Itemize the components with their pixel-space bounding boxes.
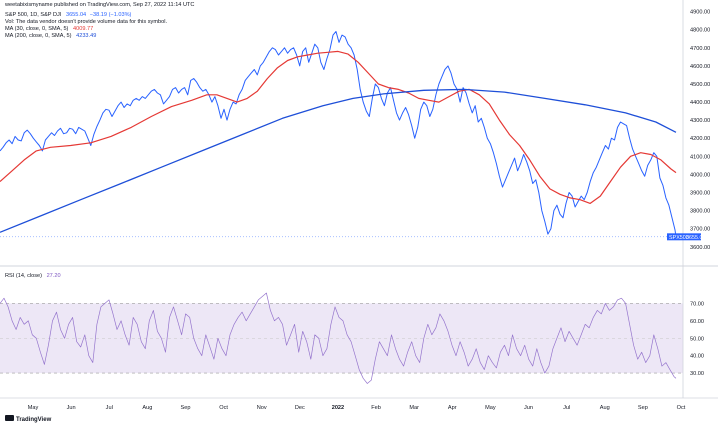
- rsi-tick-label: 60.00: [690, 319, 704, 325]
- time-tick-label: Dec: [295, 405, 305, 411]
- price-tick-label: 3600.00: [690, 245, 710, 251]
- price-tick-label: 4200.00: [690, 136, 710, 142]
- symbol-name: S&P 500, 1D, S&P DJI: [5, 12, 62, 18]
- symbol-change: −38.19 (−1.03%): [89, 12, 132, 18]
- last-price-tag: SPX500 3655.04: [667, 233, 706, 241]
- rsi-tick-label: 30.00: [690, 371, 704, 377]
- symbol-legend[interactable]: S&P 500, 1D, S&P DJI 3655.04 −38.19 (−1.…: [5, 12, 131, 19]
- time-tick-label: 2022: [332, 405, 344, 411]
- time-tick-label: Apr: [448, 405, 457, 411]
- ma200-line[interactable]: [0, 88, 677, 233]
- ma30-legend[interactable]: MA (30, close, 0, SMA, 5) 4009.77: [5, 26, 93, 33]
- price-tick-label: 4500.00: [690, 82, 710, 88]
- last-price-tag-bg: [667, 233, 701, 241]
- price-tick-label: 3800.00: [690, 209, 710, 215]
- tradingview-logo[interactable]: TradingView: [5, 415, 52, 423]
- price-tick-label: 4800.00: [690, 28, 710, 34]
- time-tick-label: Mar: [409, 405, 419, 411]
- time-tick-label: May: [485, 405, 496, 411]
- ma200-value: 4233.49: [76, 33, 97, 39]
- rsi-band: [0, 303, 683, 374]
- symbol-value: 3655.04: [65, 12, 87, 18]
- time-tick-label: Jul: [563, 405, 570, 411]
- rsi-label: RSI (14, close): [5, 273, 42, 279]
- price-tag-ticker: SPX500: [669, 235, 689, 241]
- price-tag-value: 3655.04: [686, 235, 706, 241]
- time-tick-label: Jul: [106, 405, 113, 411]
- ma30-value: 4009.77: [72, 26, 94, 32]
- price-tick-label: 4900.00: [690, 10, 710, 16]
- time-tick-label: Jun: [524, 405, 533, 411]
- price-tick-label: 3700.00: [690, 227, 710, 233]
- price-tick-label: 4700.00: [690, 46, 710, 52]
- time-tick-label: Aug: [600, 405, 610, 411]
- time-tick-label: Nov: [257, 405, 267, 411]
- rsi-tick-label: 50.00: [690, 336, 704, 342]
- time-tick-label: Sep: [638, 405, 648, 411]
- price-tick-label: 3900.00: [690, 191, 710, 197]
- price-tick-label: 4100.00: [690, 154, 710, 160]
- series-layer: [0, 31, 677, 384]
- time-tick-label: Jun: [67, 405, 76, 411]
- time-tick-label: Sep: [180, 405, 190, 411]
- ma200-label: MA (200, close, 0, SMA, 5): [5, 33, 72, 39]
- axis-layer: 3600.00 3700.00 3800.00 3900.00 4000.00 4100.…: [28, 10, 711, 411]
- price-tick-label: 4300.00: [690, 118, 710, 124]
- volume-note: Vol: The data vendor doesn't provide vol…: [5, 19, 168, 25]
- ma200-legend[interactable]: MA (200, close, 0, SMA, 5) 4233.49: [5, 33, 96, 40]
- price-line[interactable]: [0, 31, 677, 237]
- ma30-line[interactable]: [0, 50, 677, 204]
- time-tick-label: Oct: [677, 405, 686, 411]
- time-tick-label: May: [28, 405, 39, 411]
- rsi-value: 27.20: [46, 273, 61, 279]
- price-tick-label: 4600.00: [690, 64, 710, 70]
- rsi-tick-label: 70.00: [690, 301, 704, 307]
- rsi-legend[interactable]: RSI (14, close) 27.20: [5, 273, 61, 280]
- price-tick-label: 4400.00: [690, 100, 710, 106]
- rsi-line[interactable]: [0, 292, 677, 384]
- time-tick-label: Feb: [371, 405, 381, 411]
- rsi-tick-label: 40.00: [690, 354, 704, 360]
- ma30-label: MA (30, close, 0, SMA, 5): [5, 26, 69, 32]
- price-tick-label: 4000.00: [690, 172, 710, 178]
- logo-text: TradingView: [16, 417, 52, 423]
- logo-icon: [5, 415, 14, 421]
- time-tick-label: Oct: [219, 405, 228, 411]
- time-tick-label: Aug: [142, 405, 152, 411]
- publish-line: weetabixismyname published on TradingVie…: [5, 2, 195, 8]
